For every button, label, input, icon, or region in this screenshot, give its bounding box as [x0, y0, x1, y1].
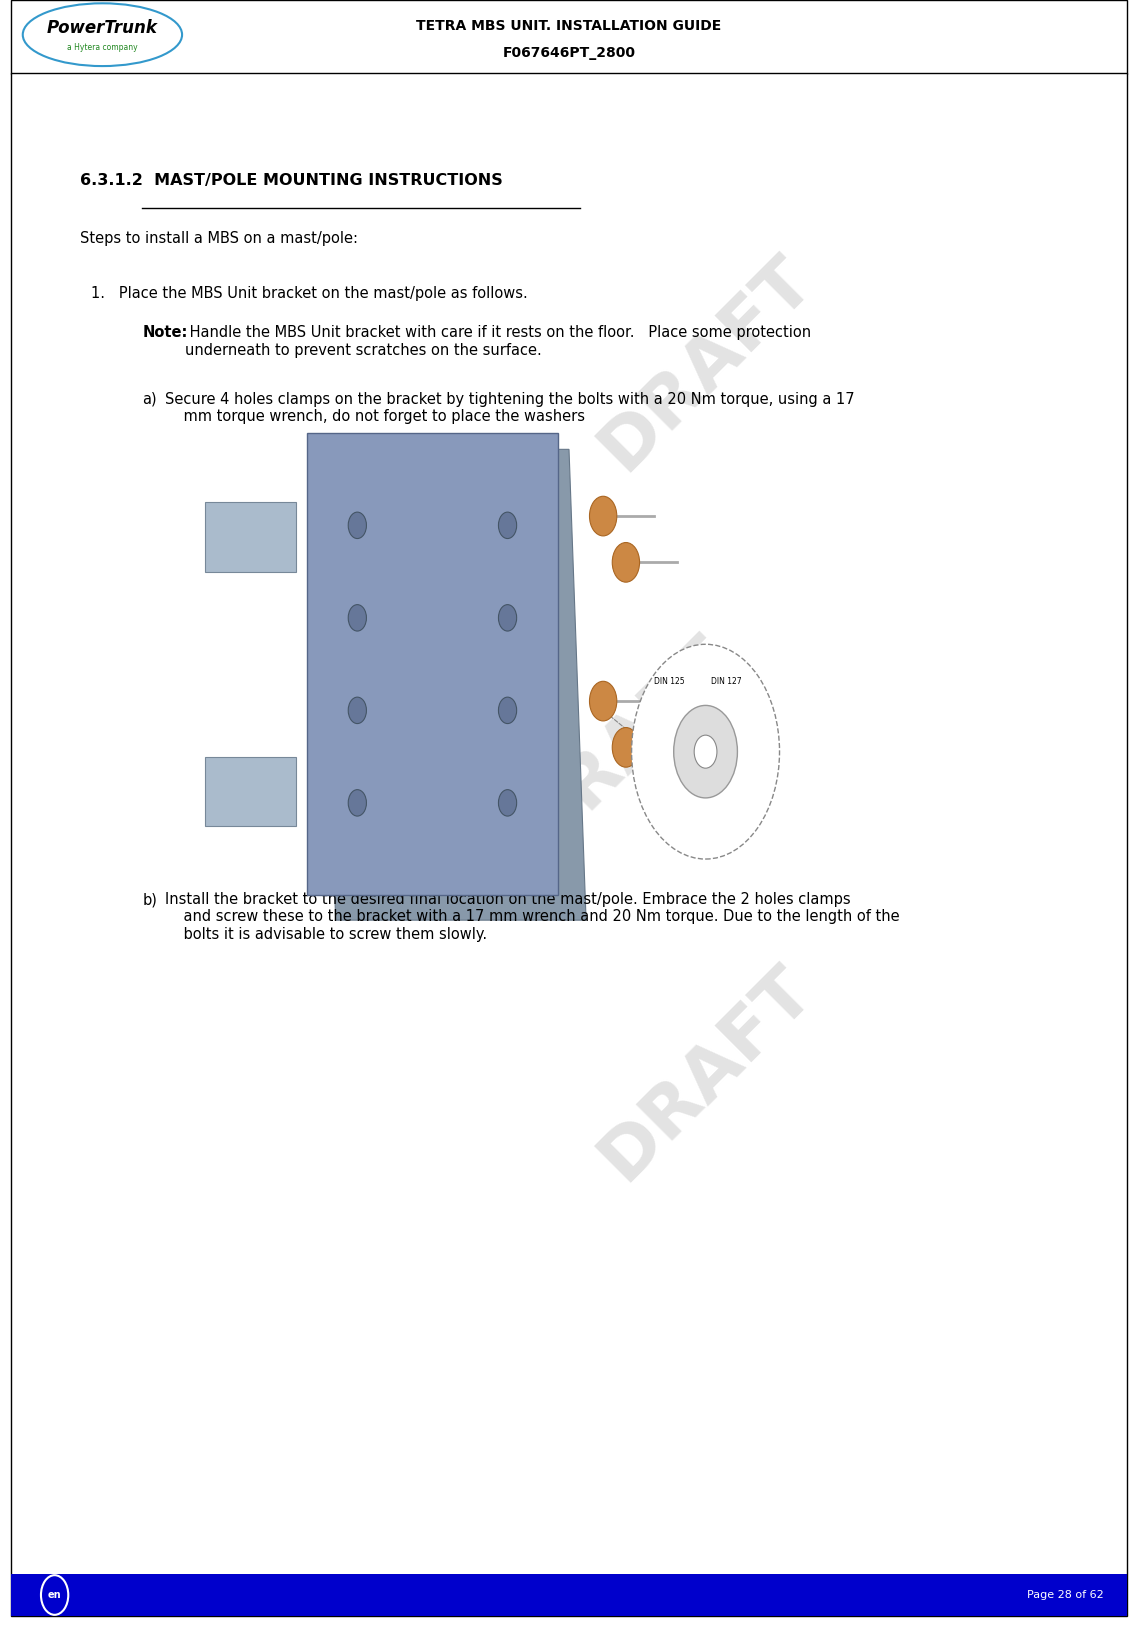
Ellipse shape: [23, 3, 182, 66]
Circle shape: [498, 605, 517, 631]
Polygon shape: [307, 433, 558, 895]
Circle shape: [612, 727, 640, 767]
FancyBboxPatch shape: [11, 0, 1127, 74]
Text: 1.   Place the MBS Unit bracket on the mast/pole as follows.: 1. Place the MBS Unit bracket on the mas…: [91, 286, 528, 301]
Circle shape: [498, 512, 517, 539]
Text: Note:: Note:: [142, 325, 188, 340]
Text: Steps to install a MBS on a mast/pole:: Steps to install a MBS on a mast/pole:: [80, 231, 357, 246]
Text: TETRA MBS UNIT. INSTALLATION GUIDE: TETRA MBS UNIT. INSTALLATION GUIDE: [417, 20, 721, 33]
Circle shape: [694, 735, 717, 768]
Text: DIN 125: DIN 125: [654, 677, 685, 686]
Text: DRAFT: DRAFT: [586, 953, 825, 1194]
Circle shape: [41, 1576, 68, 1616]
Polygon shape: [205, 502, 296, 572]
Text: a Hytera company: a Hytera company: [67, 43, 138, 53]
Circle shape: [348, 790, 366, 816]
Text: F067646PT_2800: F067646PT_2800: [503, 46, 635, 59]
Text: b): b): [142, 892, 157, 907]
Circle shape: [632, 644, 780, 859]
Polygon shape: [319, 449, 586, 920]
Text: a): a): [142, 392, 157, 406]
Circle shape: [498, 790, 517, 816]
Circle shape: [612, 542, 640, 582]
Text: Handle the MBS Unit bracket with care if it rests on the floor.   Place some pro: Handle the MBS Unit bracket with care if…: [185, 325, 811, 358]
Circle shape: [498, 697, 517, 724]
Text: PowerTrunk: PowerTrunk: [47, 20, 158, 36]
Text: DRAFT: DRAFT: [586, 243, 825, 484]
Circle shape: [348, 605, 366, 631]
Text: DRAFT: DRAFT: [506, 623, 745, 864]
Circle shape: [348, 697, 366, 724]
Text: en: en: [48, 1589, 61, 1601]
Circle shape: [589, 681, 617, 720]
Polygon shape: [205, 757, 296, 826]
Circle shape: [348, 512, 366, 539]
Text: Secure 4 holes clamps on the bracket by tightening the bolts with a 20 Nm torque: Secure 4 holes clamps on the bracket by …: [165, 392, 855, 425]
Circle shape: [589, 496, 617, 535]
Text: Page 28 of 62: Page 28 of 62: [1028, 1589, 1104, 1601]
Text: DIN 127: DIN 127: [711, 677, 742, 686]
Text: 6.3.1.2  MAST/POLE MOUNTING INSTRUCTIONS: 6.3.1.2 MAST/POLE MOUNTING INSTRUCTIONS: [80, 173, 502, 188]
Text: Install the bracket to the desired final location on the mast/pole. Embrace the : Install the bracket to the desired final…: [165, 892, 900, 942]
Circle shape: [674, 705, 737, 798]
FancyBboxPatch shape: [11, 1574, 1127, 1616]
FancyBboxPatch shape: [11, 73, 1127, 1616]
